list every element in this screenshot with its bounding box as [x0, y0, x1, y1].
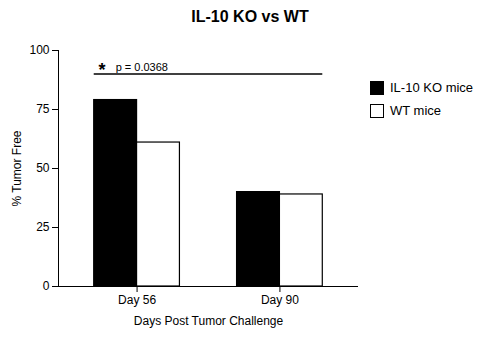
svg-text:Days Post Tumor Challenge: Days Post Tumor Challenge: [134, 314, 284, 328]
svg-text:75: 75: [36, 102, 50, 116]
svg-text:% Tumor Free: % Tumor Free: [10, 130, 24, 206]
svg-text:25: 25: [36, 220, 50, 234]
svg-text:p = 0.0368: p = 0.0368: [116, 61, 168, 73]
svg-text:*: *: [99, 60, 106, 80]
html-text:IL-10 KO mice: IL-10 KO mice: [390, 80, 474, 95]
svg-text:100: 100: [29, 43, 49, 57]
svg-text:0: 0: [43, 279, 50, 293]
svg-text:Day 56: Day 56: [118, 293, 156, 307]
html-text:WT mice: WT mice: [390, 103, 441, 118]
html-text:IL-10 KO vs WT: IL-10 KO vs WT: [191, 8, 309, 25]
svg-text:Day 90: Day 90: [261, 293, 299, 307]
svg-text:50: 50: [36, 161, 50, 175]
